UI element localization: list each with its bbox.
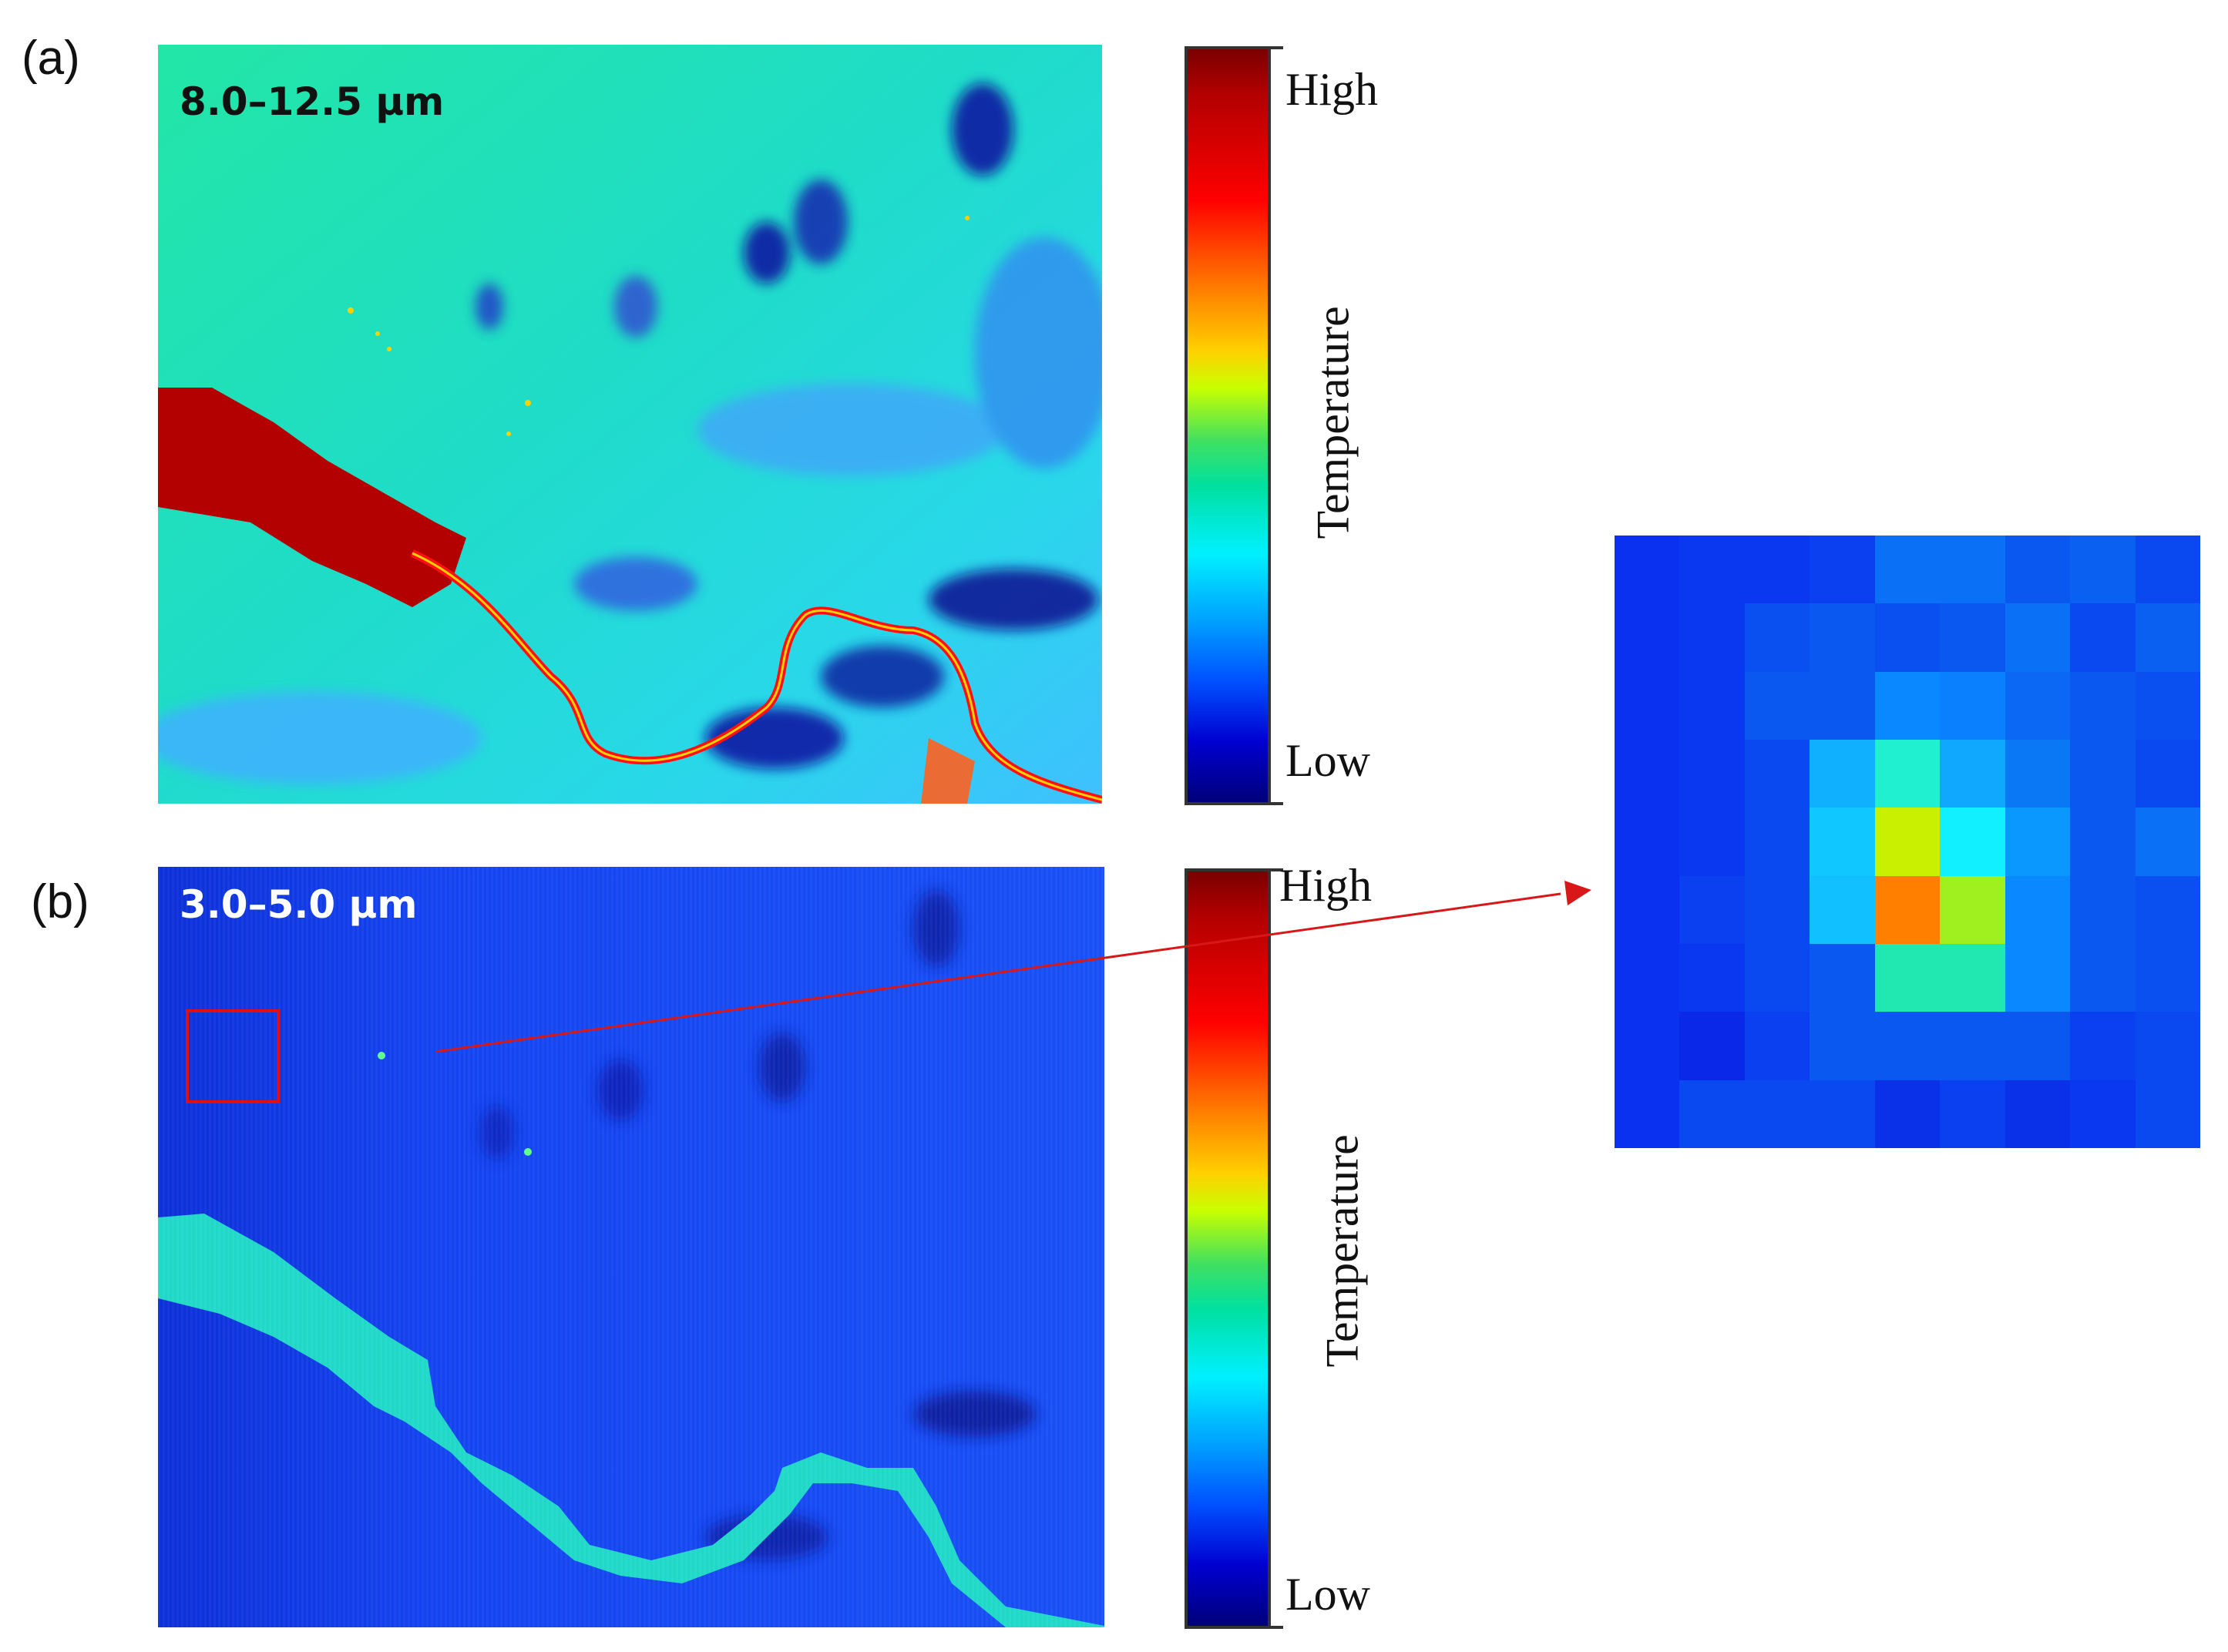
roi-box: [186, 1009, 280, 1103]
colorbar-a-tick-low: [1268, 802, 1283, 805]
thermal-image-long-wave: 8.0–12.5 μm: [158, 45, 1102, 804]
arrowhead-icon: [1564, 881, 1591, 905]
colorbar-b-tick-high: [1268, 868, 1283, 871]
colorbar-a-low-label: Low: [1285, 735, 1370, 786]
colorbar-b-low-label: Low: [1285, 1569, 1370, 1620]
thermal-image-mid-wave: 3.0–5.0 μm: [158, 867, 1104, 1627]
colorbar-a: [1185, 46, 1271, 805]
band-label-mid-wave: 3.0–5.0 μm: [180, 882, 418, 927]
colorbar-a-high-label: High: [1285, 64, 1378, 115]
colorbar-a-tick-high: [1268, 46, 1283, 49]
zoomed-roi-pixels: [1615, 536, 2200, 1148]
colorbar-b-high-label: High: [1279, 860, 1372, 911]
colorbar-b-tick-low: [1268, 1626, 1283, 1629]
thermal-map-a: [158, 45, 1102, 804]
colorbar-b: [1185, 868, 1271, 1629]
panel-b-letter: (b): [31, 875, 89, 928]
band-label-long-wave: 8.0–12.5 μm: [180, 79, 445, 124]
panel-a-letter: (a): [22, 32, 80, 85]
thermal-map-b: [158, 867, 1104, 1627]
